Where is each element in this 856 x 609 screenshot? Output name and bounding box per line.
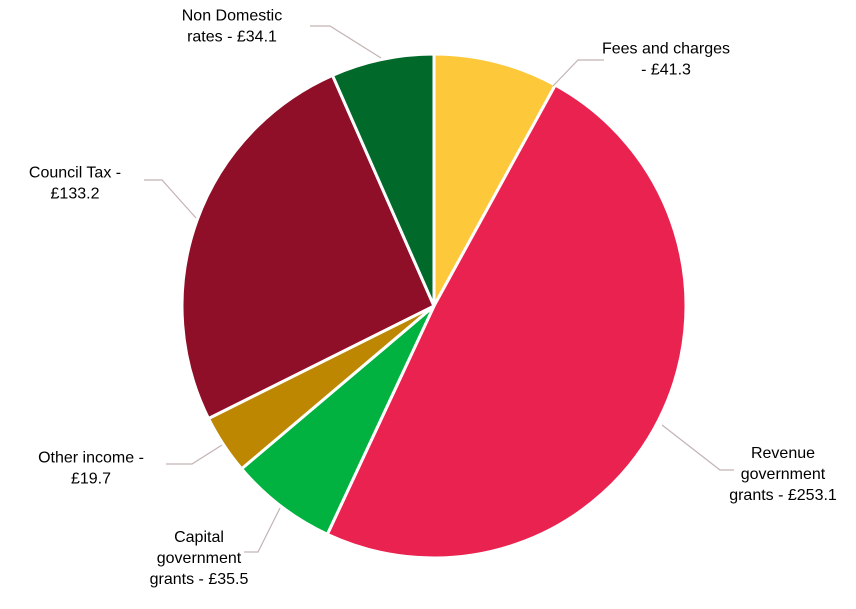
leader-line-council-tax bbox=[144, 179, 197, 219]
slice-label-other-income: Other income - £19.7 bbox=[38, 450, 144, 488]
pie-slice-council-tax bbox=[180, 73, 436, 421]
leader-line-other-income bbox=[166, 444, 223, 465]
slice-label-line: grants - £35.5 bbox=[150, 571, 249, 588]
slice-label-line: Non Domestic bbox=[182, 8, 282, 25]
slice-label-line: government bbox=[741, 466, 826, 483]
slice-label-line: government bbox=[157, 550, 242, 567]
slice-label-line: Fees and charges bbox=[602, 41, 730, 58]
pie-slices bbox=[180, 52, 688, 560]
pie-slice-non-domestic-rates bbox=[331, 52, 436, 308]
slice-label-revenue-government-grants: Revenue government grants - £253.1 bbox=[729, 445, 837, 504]
pie-slice-capital-government-grants bbox=[240, 304, 436, 536]
slice-label-non-domestic-rates: Non Domestic rates - £34.1 bbox=[182, 8, 282, 46]
slice-label-line: - £41.3 bbox=[641, 62, 691, 79]
slice-label-fees-and-charges: Fees and charges - £41.3 bbox=[602, 41, 730, 79]
slice-label-line: £133.2 bbox=[51, 186, 100, 203]
pie-slice-revenue-government-grants bbox=[325, 83, 688, 560]
leader-line-capital-government-grants bbox=[244, 507, 281, 553]
leader-line-non-domestic-rates bbox=[310, 25, 382, 59]
pie-slice-fees-and-charges bbox=[432, 52, 557, 308]
slice-label-line: Other income - bbox=[38, 450, 144, 467]
slice-label-line: Revenue bbox=[751, 445, 815, 462]
leader-line-revenue-government-grants bbox=[661, 424, 734, 471]
slice-label-capital-government-grants: Capital government grants - £35.5 bbox=[150, 529, 249, 588]
slice-labels: Fees and charges - £41.3 Revenue government… bbox=[29, 8, 837, 589]
slice-label-line: Capital bbox=[174, 529, 224, 546]
leader-line-fees-and-charges bbox=[552, 59, 604, 87]
slice-label-line: Council Tax - bbox=[29, 165, 121, 182]
slice-label-council-tax: Council Tax - £133.2 bbox=[29, 165, 121, 203]
slice-label-line: rates - £34.1 bbox=[187, 29, 277, 46]
slice-label-line: grants - £253.1 bbox=[729, 487, 837, 504]
slice-label-line: £19.7 bbox=[71, 471, 111, 488]
leader-lines bbox=[144, 25, 734, 553]
